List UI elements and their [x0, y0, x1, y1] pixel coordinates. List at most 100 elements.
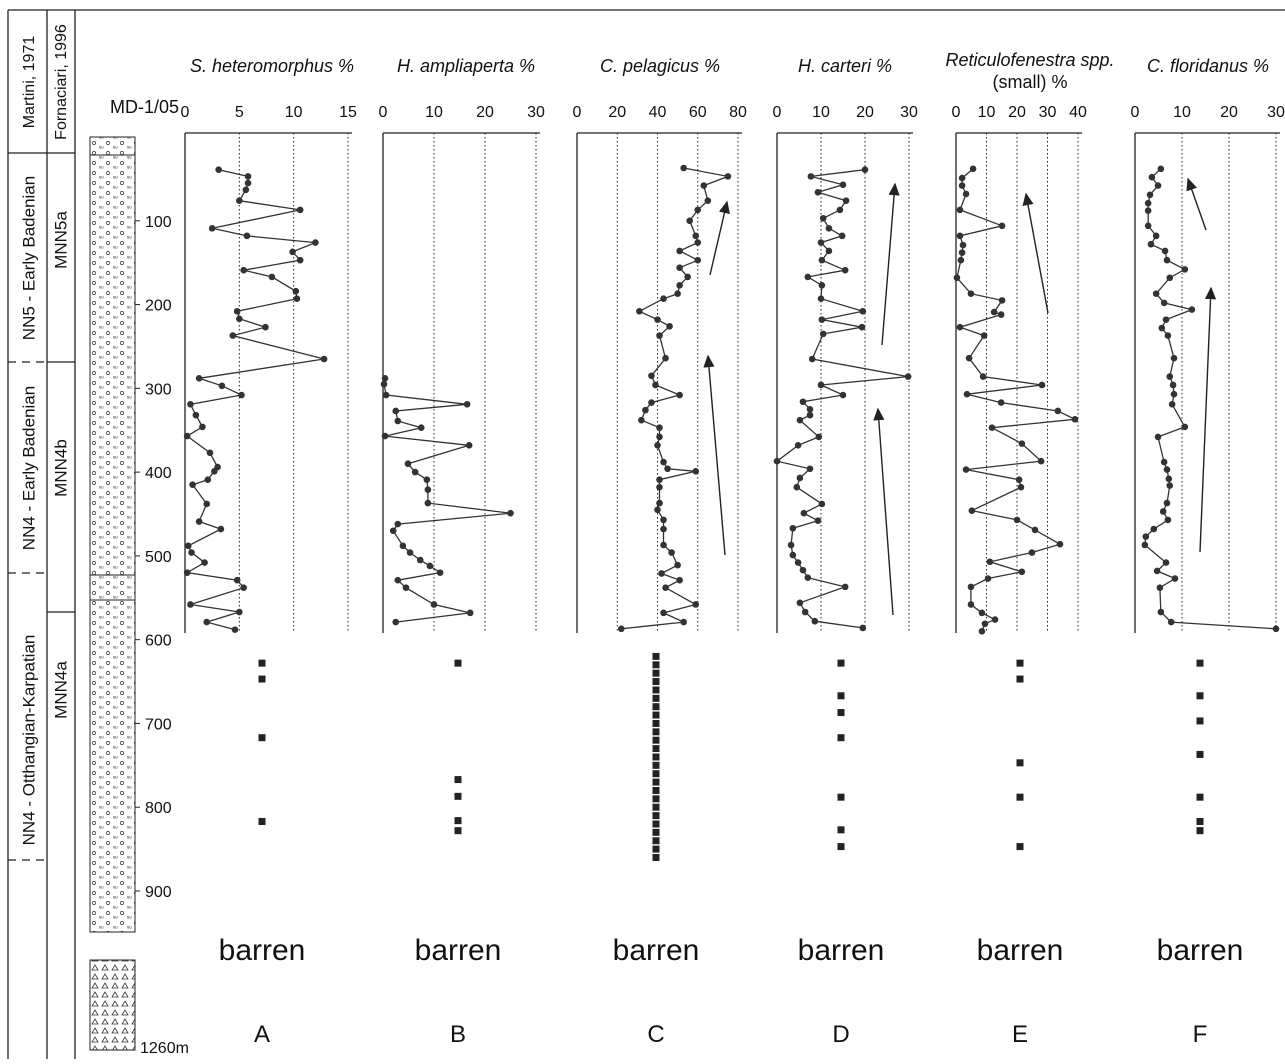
panel-title: Reticulofenestra spp.	[945, 50, 1114, 70]
depth-tick-label: 600	[145, 633, 172, 650]
data-point	[997, 399, 1005, 406]
data-point	[229, 332, 237, 339]
depth-tick-label: 500	[145, 549, 172, 566]
data-point	[662, 584, 669, 592]
data-point	[642, 406, 649, 414]
data-point	[218, 382, 226, 390]
barren-sample	[652, 745, 660, 753]
data-line	[383, 378, 511, 623]
data-point	[818, 256, 826, 264]
data-point	[1166, 373, 1174, 380]
data-point	[804, 273, 812, 281]
data-point	[794, 559, 802, 566]
data-point	[1144, 222, 1152, 230]
data-point	[861, 166, 869, 173]
data-point	[1163, 466, 1171, 473]
data-line	[185, 169, 325, 631]
data-point	[674, 290, 681, 297]
data-point	[991, 616, 999, 623]
panel-subtitle: (small) %	[993, 72, 1068, 92]
data-point	[231, 626, 239, 633]
barren-sample	[652, 652, 660, 660]
data-point	[1188, 306, 1196, 313]
data-point	[394, 576, 402, 584]
data-point	[382, 391, 390, 399]
data-point	[1154, 182, 1162, 189]
data-point	[1152, 232, 1160, 240]
barren-sample	[652, 853, 660, 861]
data-point	[980, 332, 988, 339]
barren-label: barren	[798, 934, 885, 967]
barren-sample	[652, 669, 660, 677]
data-point	[1165, 475, 1173, 483]
barren-sample	[652, 753, 660, 761]
depth-tick-label: 100	[145, 214, 172, 231]
depth-bottom-label: 1260m	[140, 1040, 189, 1057]
x-tick-label: 10	[285, 104, 303, 121]
data-point	[967, 583, 975, 591]
lithology	[89, 136, 136, 1051]
data-point	[1153, 567, 1161, 575]
barren-sample	[258, 734, 266, 742]
data-point	[676, 247, 683, 255]
x-tick-label: 15	[339, 104, 357, 121]
data-point	[660, 516, 667, 524]
header: Martini, 1971	[21, 36, 38, 129]
data-point	[660, 541, 667, 549]
data-point	[233, 576, 241, 584]
data-point	[1157, 165, 1165, 173]
data-point	[617, 625, 625, 633]
data-point	[1161, 247, 1169, 255]
data-point	[1162, 559, 1170, 566]
data-point	[692, 467, 700, 475]
data-point	[799, 398, 807, 406]
data-point	[426, 562, 434, 570]
data-point	[978, 627, 986, 635]
data-point	[680, 618, 687, 626]
data-point	[839, 391, 847, 399]
subzone: MNN4b	[51, 439, 70, 497]
data-point	[799, 566, 807, 574]
barren-sample	[454, 792, 462, 800]
data-point	[416, 556, 424, 564]
data-point	[686, 217, 693, 225]
data-point	[804, 574, 812, 581]
panel-title: C. floridanus %	[1147, 56, 1269, 76]
barren-sample	[454, 659, 462, 667]
data-point	[188, 549, 195, 556]
data-point	[201, 559, 208, 566]
data-point	[296, 206, 304, 214]
data-point	[240, 584, 247, 592]
data-point	[215, 166, 222, 173]
data-point	[1163, 499, 1171, 507]
data-point	[839, 181, 847, 189]
zone: NN4 - Otthangian-Karpatian	[19, 635, 38, 846]
data-point	[187, 601, 194, 608]
data-point	[981, 620, 989, 628]
data-point	[1163, 256, 1171, 264]
data-point	[394, 520, 402, 528]
data-point	[1146, 191, 1154, 199]
barren-sample	[652, 686, 660, 694]
barren-sample	[1196, 717, 1204, 725]
data-point	[801, 608, 809, 616]
data-point	[203, 500, 211, 508]
data-point	[787, 541, 795, 549]
data-point	[998, 222, 1006, 230]
data-point	[858, 323, 866, 331]
data-point	[1170, 354, 1178, 362]
data-point	[436, 569, 444, 576]
data-point	[969, 165, 977, 173]
data-point	[1017, 483, 1025, 491]
x-tick-label: 20	[608, 104, 626, 121]
zone: NN5 - Early Badenian	[19, 176, 38, 340]
data-point	[320, 355, 328, 363]
data-point	[636, 307, 643, 315]
barren-sample	[1196, 817, 1204, 825]
barren-sample	[837, 793, 845, 801]
panel-label: D	[832, 1021, 849, 1048]
data-point	[676, 281, 683, 289]
barren-sample	[652, 828, 660, 836]
